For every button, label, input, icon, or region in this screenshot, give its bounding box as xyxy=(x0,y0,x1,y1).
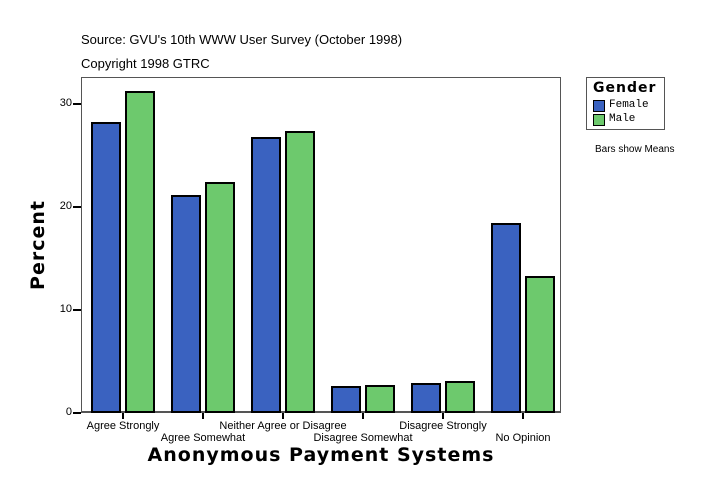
source-text: Source: GVU's 10th WWW User Survey (Octo… xyxy=(81,32,403,47)
plot-area xyxy=(81,77,561,413)
bar-male-neither-agree-or-disagree xyxy=(285,131,315,413)
bar-female-disagree-strongly xyxy=(411,383,441,413)
x-tick xyxy=(122,413,124,419)
y-tick xyxy=(73,103,81,105)
x-tick-label: Agree Strongly xyxy=(86,420,160,432)
bars-show-means-note: Bars show Means xyxy=(595,144,675,155)
bar-female-agree-strongly xyxy=(91,122,121,413)
y-tick-label: 0 xyxy=(65,406,72,418)
x-tick-label: Disagree Somewhat xyxy=(313,432,413,444)
bar-female-no-opinion xyxy=(491,223,521,413)
copyright-text: Copyright 1998 GTRC xyxy=(81,56,210,71)
legend-label-female: Female xyxy=(609,99,649,111)
legend-swatch-male xyxy=(593,114,605,126)
legend-label-male: Male xyxy=(609,113,636,125)
y-axis-title: Percent xyxy=(27,200,49,290)
x-tick xyxy=(442,413,444,419)
x-tick xyxy=(202,413,204,419)
x-tick-label: Agree Somewhat xyxy=(160,432,246,444)
x-tick xyxy=(282,413,284,419)
x-tick-label: Disagree Strongly xyxy=(399,420,487,432)
bar-male-no-opinion xyxy=(525,276,555,413)
bar-female-neither-agree-or-disagree xyxy=(251,137,281,413)
x-tick xyxy=(362,413,364,419)
y-tick xyxy=(73,309,81,311)
y-tick-label: 30 xyxy=(59,97,72,109)
bar-male-disagree-somewhat xyxy=(365,385,395,413)
x-tick xyxy=(522,413,524,419)
bar-male-disagree-strongly xyxy=(445,381,475,413)
legend-swatch-female xyxy=(593,100,605,112)
y-tick xyxy=(73,206,81,208)
x-tick-label: No Opinion xyxy=(495,432,551,444)
y-tick-label: 10 xyxy=(59,303,72,315)
legend: Gender Female Male xyxy=(586,77,665,130)
bar-male-agree-somewhat xyxy=(205,182,235,413)
x-tick-label: Neither Agree or Disagree xyxy=(219,420,347,432)
legend-title: Gender xyxy=(593,80,657,96)
bar-male-agree-strongly xyxy=(125,91,155,413)
bar-female-disagree-somewhat xyxy=(331,386,361,413)
y-tick xyxy=(73,412,81,414)
y-tick-label: 20 xyxy=(59,200,72,212)
bar-female-agree-somewhat xyxy=(171,195,201,413)
x-axis-title: Anonymous Payment Systems xyxy=(147,444,495,466)
